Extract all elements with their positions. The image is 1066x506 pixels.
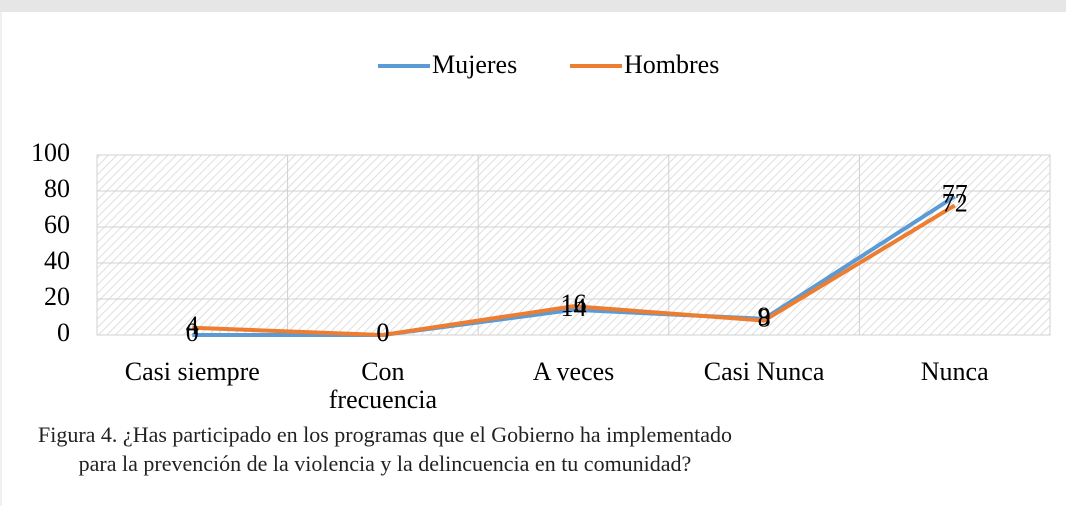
x-tick-label: Casi Nunca [703, 357, 825, 386]
y-tick-label: 80 [44, 174, 70, 203]
data-label: 72 [942, 188, 968, 217]
top-band [0, 0, 1066, 12]
data-label: 4 [186, 311, 199, 340]
x-tick-label: A veces [532, 357, 615, 386]
data-label: 0 [376, 318, 389, 347]
x-tick-label: Nunca [920, 357, 989, 386]
series-line [192, 194, 956, 337]
data-label: 8 [758, 304, 771, 333]
data-label: 77 [942, 179, 968, 208]
data-label: 14 [561, 293, 587, 322]
series-line [192, 203, 956, 337]
x-tick-label: Con frecuencia [328, 357, 438, 414]
data-label: 16 [561, 289, 587, 318]
caption: Figura 4. ¿Has participado en los progra… [37, 422, 733, 476]
data-label: 0 [186, 318, 199, 347]
y-tick-label: 60 [44, 210, 70, 239]
x-tick-label: Casi siempre [124, 357, 260, 386]
data-label: 9 [758, 302, 771, 331]
y-tick-label: 0 [57, 318, 70, 347]
y-tick-label: 20 [44, 282, 70, 311]
data-label: 0 [376, 318, 389, 347]
y-tick-label: 40 [44, 246, 70, 275]
legend-label: Mujeres [432, 50, 517, 79]
legend-label: Hombres [624, 50, 719, 79]
y-tick-label: 100 [31, 138, 70, 167]
